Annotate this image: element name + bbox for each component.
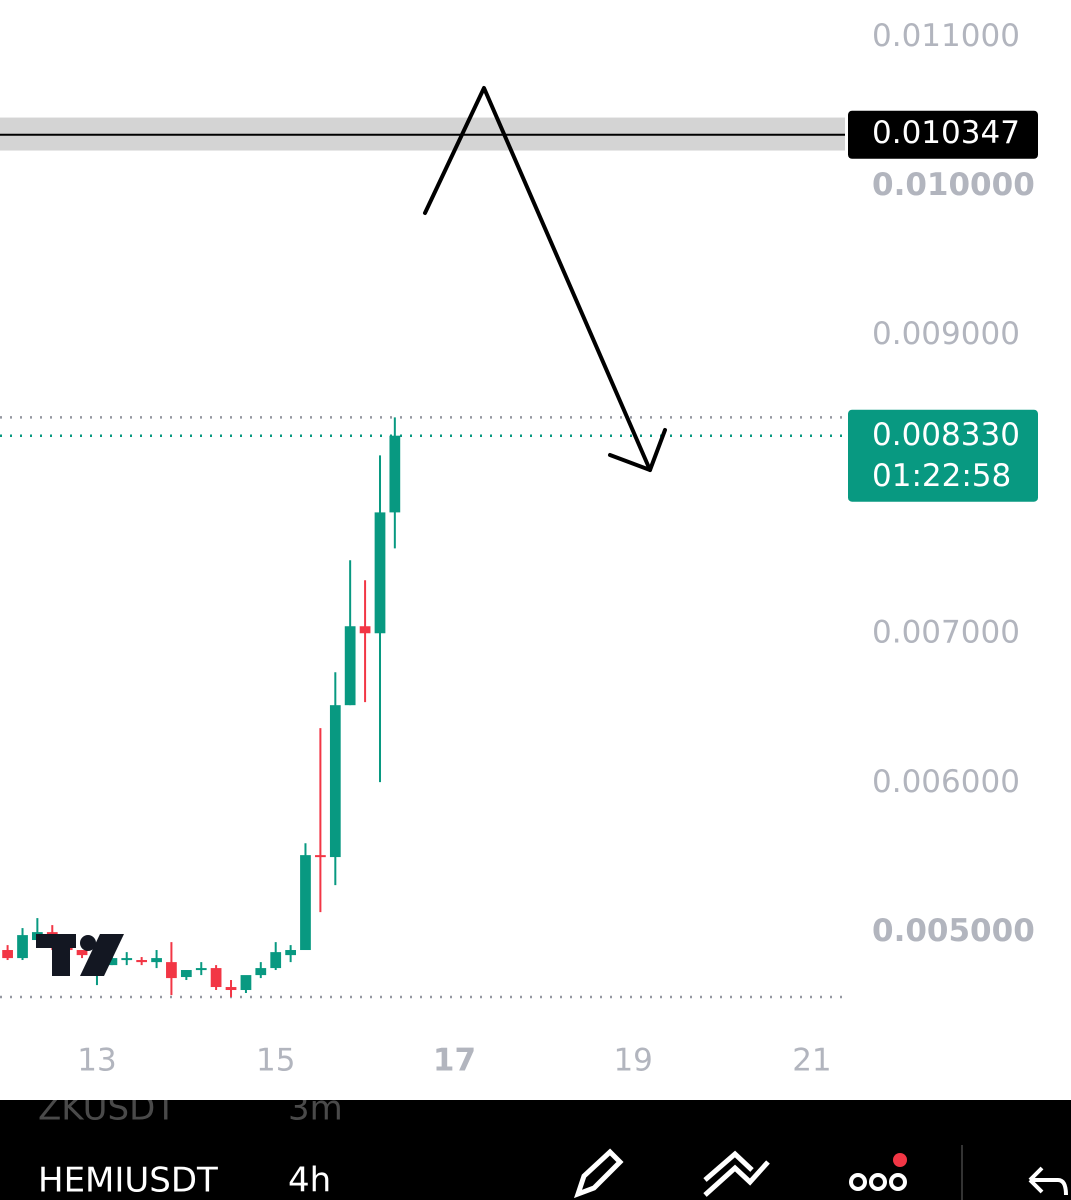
toolbar: ZKUSDT 3m HEMIUSDT 4h [0, 1100, 1071, 1200]
price-label: 0.010347 [872, 115, 1020, 151]
candle-body [359, 626, 371, 634]
candle-body [166, 962, 177, 979]
chart: 0.011000 0.010000 0.009000 0.007000 0.006000… [0, 0, 1071, 1100]
y-tick-label: 0.010000 [872, 167, 1035, 203]
price-label-box [848, 110, 1038, 159]
y-tick-label: 0.009000 [872, 316, 1020, 352]
last-price-box [848, 409, 1038, 502]
undo-icon[interactable] [1028, 1166, 1068, 1196]
candle-body [225, 987, 237, 991]
background [0, 0, 1071, 1100]
y-tick-label: 0.005000 [872, 913, 1035, 949]
x-tick-label: 17 [433, 1043, 476, 1079]
candle-body [285, 950, 297, 956]
y-tick-label: 0.006000 [872, 764, 1020, 800]
symbol[interactable]: HEMIUSDT [38, 1161, 218, 1200]
candle-body [76, 950, 88, 956]
candle-body [180, 970, 192, 978]
x-tick-label: 13 [77, 1043, 116, 1079]
candle-body [270, 952, 282, 969]
candle-body [240, 975, 252, 991]
interval[interactable]: 4h [288, 1161, 331, 1200]
candle-body [210, 968, 222, 988]
logo [36, 934, 124, 976]
candle-body [329, 705, 341, 858]
countdown: 01:22:58 [872, 458, 1011, 494]
y-tick-label: 0.007000 [872, 615, 1020, 651]
y-tick-label: 0.011000 [872, 18, 1020, 54]
candle-body [255, 968, 267, 976]
previous-symbol[interactable]: ZKUSDT [38, 1100, 176, 1129]
candle-body [106, 958, 118, 966]
more-icon[interactable] [849, 1173, 907, 1191]
tools-icon[interactable] [703, 1150, 770, 1197]
candle-body [300, 855, 311, 951]
candle-body [315, 855, 326, 858]
candle-body [344, 626, 356, 706]
candle-body [389, 435, 401, 513]
candle-body [136, 960, 148, 963]
draw-icon[interactable] [573, 1148, 624, 1199]
notification-dot [893, 1153, 907, 1167]
candle-body [374, 512, 386, 634]
candle-body [195, 968, 207, 971]
last-price-label: 0.008330 [872, 417, 1020, 453]
candle-body [121, 958, 133, 961]
candle-body [17, 935, 28, 959]
drawing-arrow[interactable] [423, 86, 667, 472]
candle-body [2, 950, 13, 959]
x-tick-label: 21 [792, 1043, 831, 1079]
x-tick-label: 19 [613, 1043, 652, 1079]
x-tick-label: 15 [256, 1043, 295, 1079]
candle-body [151, 958, 162, 963]
previous-interval[interactable]: 3m [288, 1100, 343, 1129]
